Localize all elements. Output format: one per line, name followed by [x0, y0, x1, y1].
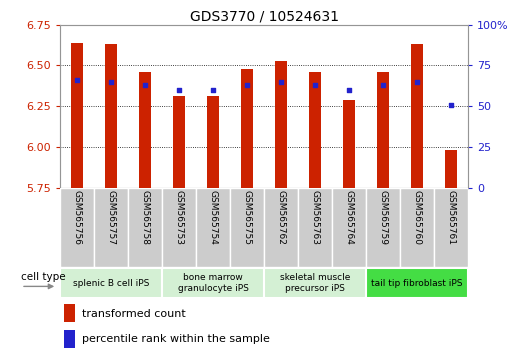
Point — [73, 77, 82, 83]
Bar — [71, 43, 83, 188]
Bar — [64, 304, 75, 322]
Bar — [445, 150, 457, 188]
FancyBboxPatch shape — [264, 268, 366, 298]
Text: percentile rank within the sample: percentile rank within the sample — [82, 334, 269, 344]
Text: GSM565756: GSM565756 — [73, 190, 82, 245]
Text: GSM565757: GSM565757 — [107, 190, 116, 245]
Point — [345, 87, 354, 93]
FancyBboxPatch shape — [94, 188, 128, 267]
FancyBboxPatch shape — [60, 188, 94, 267]
Bar — [207, 96, 219, 188]
Point — [447, 102, 456, 107]
Bar — [309, 72, 321, 188]
FancyBboxPatch shape — [128, 188, 162, 267]
Text: skeletal muscle
precursor iPS: skeletal muscle precursor iPS — [280, 274, 350, 293]
Text: cell type: cell type — [21, 272, 66, 282]
Point — [413, 79, 422, 85]
Text: tail tip fibroblast iPS: tail tip fibroblast iPS — [371, 279, 463, 288]
Text: splenic B cell iPS: splenic B cell iPS — [73, 279, 150, 288]
Point — [277, 79, 286, 85]
FancyBboxPatch shape — [230, 188, 264, 267]
Bar — [173, 96, 185, 188]
Bar — [64, 330, 75, 348]
Text: GSM565754: GSM565754 — [209, 190, 218, 245]
Text: transformed count: transformed count — [82, 308, 185, 319]
FancyBboxPatch shape — [298, 188, 332, 267]
Bar — [275, 61, 287, 188]
Text: GSM565762: GSM565762 — [277, 190, 286, 245]
FancyBboxPatch shape — [366, 268, 468, 298]
FancyBboxPatch shape — [366, 188, 400, 267]
FancyBboxPatch shape — [162, 188, 196, 267]
Bar — [139, 72, 151, 188]
Title: GDS3770 / 10524631: GDS3770 / 10524631 — [190, 10, 338, 24]
Point — [243, 82, 252, 88]
Bar — [343, 100, 355, 188]
Point — [311, 82, 320, 88]
FancyBboxPatch shape — [332, 188, 366, 267]
FancyBboxPatch shape — [400, 188, 434, 267]
Text: GSM565763: GSM565763 — [311, 190, 320, 245]
Text: GSM565758: GSM565758 — [141, 190, 150, 245]
Bar — [377, 72, 389, 188]
Text: GSM565761: GSM565761 — [447, 190, 456, 245]
Text: GSM565759: GSM565759 — [379, 190, 388, 245]
Bar — [105, 44, 117, 188]
Text: GSM565755: GSM565755 — [243, 190, 252, 245]
Point — [107, 79, 116, 85]
Bar — [411, 44, 423, 188]
FancyBboxPatch shape — [196, 188, 230, 267]
Text: GSM565753: GSM565753 — [175, 190, 184, 245]
Point — [209, 87, 218, 93]
Text: bone marrow
granulocyte iPS: bone marrow granulocyte iPS — [178, 274, 248, 293]
FancyBboxPatch shape — [264, 188, 298, 267]
FancyBboxPatch shape — [60, 268, 162, 298]
Bar — [241, 69, 253, 188]
FancyBboxPatch shape — [162, 268, 264, 298]
Text: GSM565764: GSM565764 — [345, 190, 354, 245]
Point — [379, 82, 388, 88]
FancyBboxPatch shape — [434, 188, 468, 267]
Point — [175, 87, 184, 93]
Text: GSM565760: GSM565760 — [413, 190, 422, 245]
Point — [141, 82, 150, 88]
